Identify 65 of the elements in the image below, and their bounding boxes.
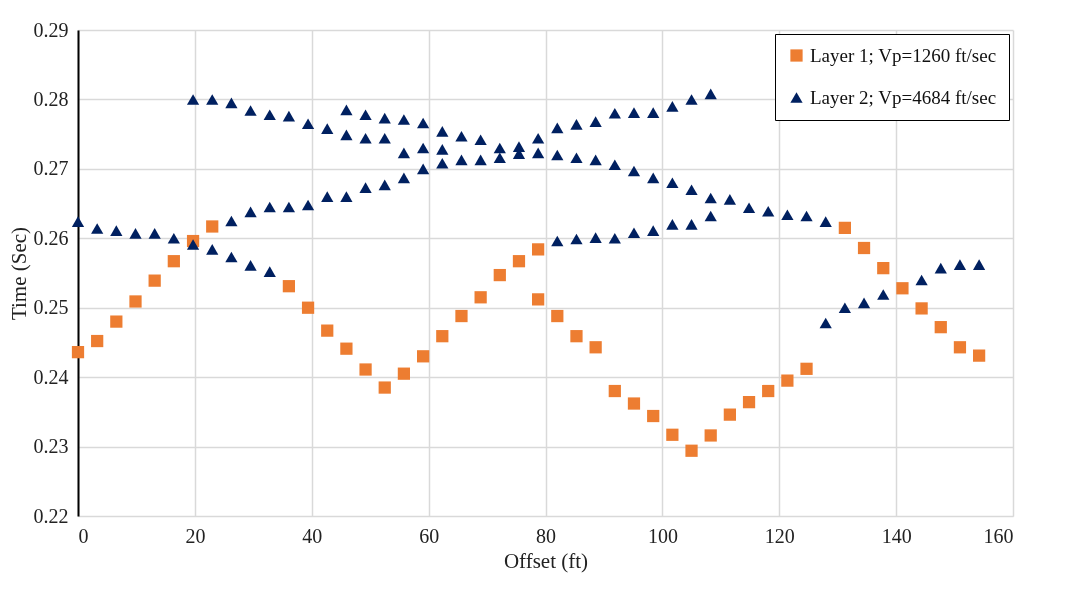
point xyxy=(570,330,583,343)
point xyxy=(877,262,890,275)
point xyxy=(953,341,967,354)
point xyxy=(551,309,564,323)
point xyxy=(532,243,545,256)
y-tick-label: 0.25 xyxy=(33,296,69,319)
point xyxy=(110,315,123,328)
point xyxy=(742,396,756,409)
x-tick-label: 20 xyxy=(185,524,206,547)
point xyxy=(282,280,296,293)
point xyxy=(589,341,602,354)
point xyxy=(340,342,353,355)
y-tick-label: 0.27 xyxy=(33,157,69,180)
point xyxy=(972,349,986,362)
point xyxy=(455,309,468,323)
y-tick-label: 0.28 xyxy=(33,87,69,110)
x-tick-label: 160 xyxy=(983,524,1014,547)
point xyxy=(206,220,219,233)
y-tick-label: 0.29 xyxy=(33,18,69,41)
point xyxy=(896,282,909,295)
y-axis-title: Time (Sec) xyxy=(6,226,31,321)
x-tick-label: 40 xyxy=(302,524,323,547)
y-tick-label: 0.26 xyxy=(33,226,69,249)
point xyxy=(800,362,813,375)
point xyxy=(934,321,947,334)
x-axis-title: Offset (ft) xyxy=(503,548,589,573)
point xyxy=(359,363,372,376)
point xyxy=(129,295,142,308)
point xyxy=(148,274,161,287)
point xyxy=(417,350,430,363)
x-tick-label: 60 xyxy=(419,524,440,547)
point xyxy=(301,301,315,314)
point xyxy=(685,444,698,457)
y-tick-label: 0.24 xyxy=(33,365,69,388)
y-tick-label: 0.22 xyxy=(33,504,69,527)
x-tick-label: 80 xyxy=(536,524,556,547)
point xyxy=(666,428,679,441)
x-tick-label: 140 xyxy=(881,524,912,547)
point xyxy=(91,334,104,348)
point xyxy=(512,255,526,268)
point xyxy=(762,384,775,398)
point xyxy=(532,293,545,306)
point xyxy=(627,397,641,410)
point xyxy=(436,330,449,343)
point xyxy=(474,291,487,304)
x-tick-label: 0 xyxy=(78,524,89,547)
point xyxy=(704,429,717,442)
point xyxy=(781,374,794,387)
point xyxy=(723,408,736,421)
point xyxy=(608,384,621,398)
point xyxy=(493,268,506,282)
point xyxy=(378,381,391,394)
x-tick-label: 100 xyxy=(647,524,678,547)
point xyxy=(71,346,85,359)
point xyxy=(167,255,180,268)
point xyxy=(647,409,660,423)
point xyxy=(321,324,334,337)
point xyxy=(857,241,871,255)
legend-label: Layer 2; Vp=4684 ft/sec xyxy=(810,86,997,108)
point xyxy=(838,221,851,234)
x-tick-label: 120 xyxy=(764,524,795,547)
point xyxy=(397,367,411,380)
legend-label: Layer 1; Vp=1260 ft/sec xyxy=(810,44,997,66)
y-tick-label: 0.23 xyxy=(33,435,69,458)
point xyxy=(915,302,928,315)
